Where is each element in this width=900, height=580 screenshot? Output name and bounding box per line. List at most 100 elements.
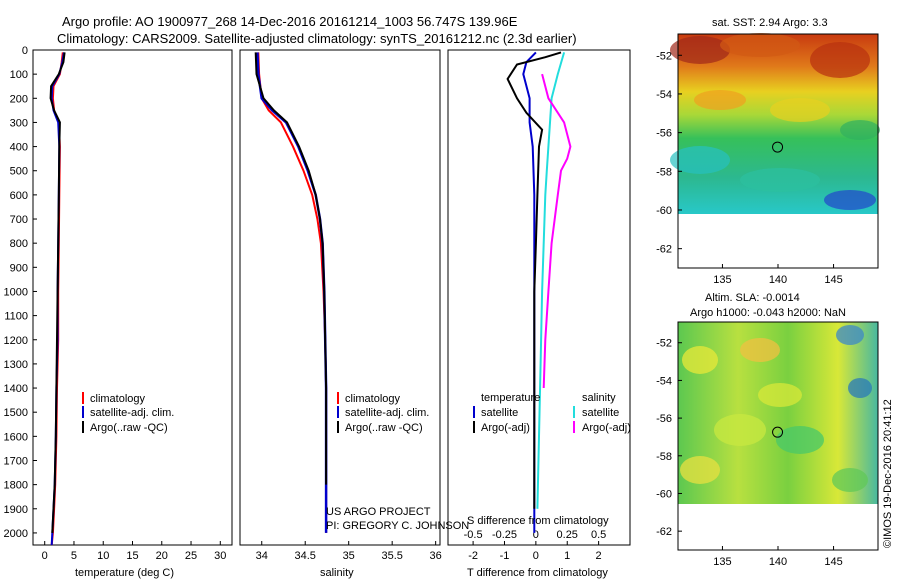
sst-texture-patch [670,36,730,64]
temperature-axes-frame [32,49,233,546]
temperature-legend: climatology satellite-adj. clim. Argo(..… [82,392,174,434]
depth-tick-label: 1400 [4,383,28,395]
title-line-2: Climatology: CARS2009. Satellite-adjuste… [57,31,577,46]
difference-panel: -2 -1 0 1 2 -0.5 -0.25 0 0.25 0.5 T difference f… [447,49,631,579]
sla-texture-patch [682,346,718,374]
sst-texture-patch [670,146,730,174]
legend-s-argo-label: Argo(-adj) [582,422,631,434]
lon-tick-label: 145 [824,556,842,568]
sst-map-title: sat. SST: 2.94 Argo: 3.3 [712,17,828,29]
sst-map-axes: -52 -54 -56 -58 -60 -62 135 140 145 [656,50,843,286]
series-line-salinity-argo-adj- [541,73,572,389]
depth-tick-label: 1800 [4,480,28,492]
sla-texture-patch [758,383,802,407]
sst-texture-patch [694,90,746,110]
sla-texture-patch [836,325,864,345]
lat-tick-label: -58 [656,166,672,178]
title-line-1: Argo profile: AO 1900977_268 14-Dec-2016… [62,14,518,29]
legend-argo-label: Argo(..raw -QC) [90,422,168,434]
depth-tick-label: 0 [22,45,28,57]
series-line-temperature-argo-adj- [506,51,562,509]
depth-tick-label: 100 [10,69,28,81]
legend-s-satellite-label: satellite [582,407,619,419]
sst-texture-patch [770,98,830,122]
lat-tick-label: -62 [656,244,672,256]
sla-texture-patch [740,338,780,362]
difference-legend: temperature satellite Argo(-adj) salinit… [473,392,631,434]
series-line-satellite-adj-clim- [256,52,328,533]
depth-tick-label: 1500 [4,407,28,419]
x-tick-label: 0 [42,550,48,562]
lat-tick-label: -54 [656,89,672,101]
sst-texture-patch [810,42,870,78]
sla-map-panel: Altim. SLA: -0.0014 Argo h1000: -0.043 h… [656,292,879,568]
depth-tick-label: 200 [10,93,28,105]
legend-argo-label: Argo(..raw -QC) [345,422,423,434]
temperature-lines [49,52,66,546]
lon-tick-label: 145 [824,274,842,286]
depth-tick-label: 700 [10,214,28,226]
depth-tick-label: 1900 [4,504,28,516]
sst-nodata-area [678,214,878,268]
sla-nodata-area [678,504,878,550]
lat-tick-label: -54 [656,375,672,387]
salinity-x-axis: 34 34.5 35 35.5 36 [256,541,442,562]
legend-t-satellite-label: satellite [481,407,518,419]
x-tick-label: 36 [430,550,442,562]
legend-t-argo-label: Argo(-adj) [481,422,530,434]
lon-tick-label: 135 [713,274,731,286]
legend-climatology-label: climatology [90,393,146,405]
sla-texture-patch [714,414,766,446]
lat-tick-label: -60 [656,205,672,217]
lat-tick-label: -60 [656,488,672,500]
difference-axes-frame [447,49,631,546]
imos-stamp: ©IMOS 19-Dec-2016 20:41:12 [882,399,894,548]
series-line-argo-raw-qc- [254,52,328,485]
x-tick-label: -1 [500,550,510,562]
lat-tick-label: -52 [656,338,672,350]
x-tick-label: 15 [126,550,138,562]
credit-pi: PI: GREGORY C. JOHNSON [326,520,469,532]
depth-tick-label: 300 [10,117,28,129]
series-line-climatology [257,52,328,533]
depth-tick-label: 1600 [4,431,28,443]
t-difference-x-axis: -2 -1 0 1 2 [468,541,602,562]
s-x-tick-label: -0.25 [492,529,517,541]
sla-texture-patch [848,378,872,398]
credit-project: US ARGO PROJECT [326,506,431,518]
x-tick-label: 2 [596,550,602,562]
depth-tick-label: 2000 [4,528,28,540]
depth-tick-label: 600 [10,190,28,202]
depth-tick-label: 400 [10,142,28,154]
float-position-marker [772,141,784,153]
depth-tick-label: 1100 [4,311,28,323]
x-tick-label: 5 [71,550,77,562]
temperature-xlabel: temperature (deg C) [75,567,174,579]
s-x-tick-label: 0 [533,529,539,541]
sst-texture-patch [720,33,800,57]
depth-tick-label: 900 [10,262,28,274]
x-tick-label: -2 [468,550,478,562]
series-line-salinity-satellite [536,52,566,509]
lat-tick-label: -62 [656,526,672,538]
lon-tick-label: 140 [769,556,787,568]
depth-tick-label: 500 [10,166,28,178]
lat-tick-label: -56 [656,413,672,425]
x-tick-label: 25 [185,550,197,562]
lat-tick-label: -52 [656,50,672,62]
x-tick-label: 10 [97,550,109,562]
legend-satellite-label: satellite-adj. clim. [345,407,429,419]
sla-texture-patch [776,426,824,454]
depth-axis: 0 100 200 300 400 500 600 700 800 900 1000 1100 1200… [4,45,37,540]
s-x-tick-label: 0.5 [591,529,606,541]
x-tick-label: 35 [343,550,355,562]
lon-tick-label: 140 [769,274,787,286]
sla-map-title-2: Argo h1000: -0.043 h2000: NaN [690,307,846,319]
x-tick-label: 30 [214,550,226,562]
depth-tick-label: 1700 [4,455,28,467]
salinity-legend: climatology satellite-adj. clim. Argo(..… [337,392,429,434]
legend-satellite-label: satellite-adj. clim. [90,407,174,419]
x-tick-label: 1 [564,550,570,562]
depth-tick-label: 1000 [4,286,28,298]
